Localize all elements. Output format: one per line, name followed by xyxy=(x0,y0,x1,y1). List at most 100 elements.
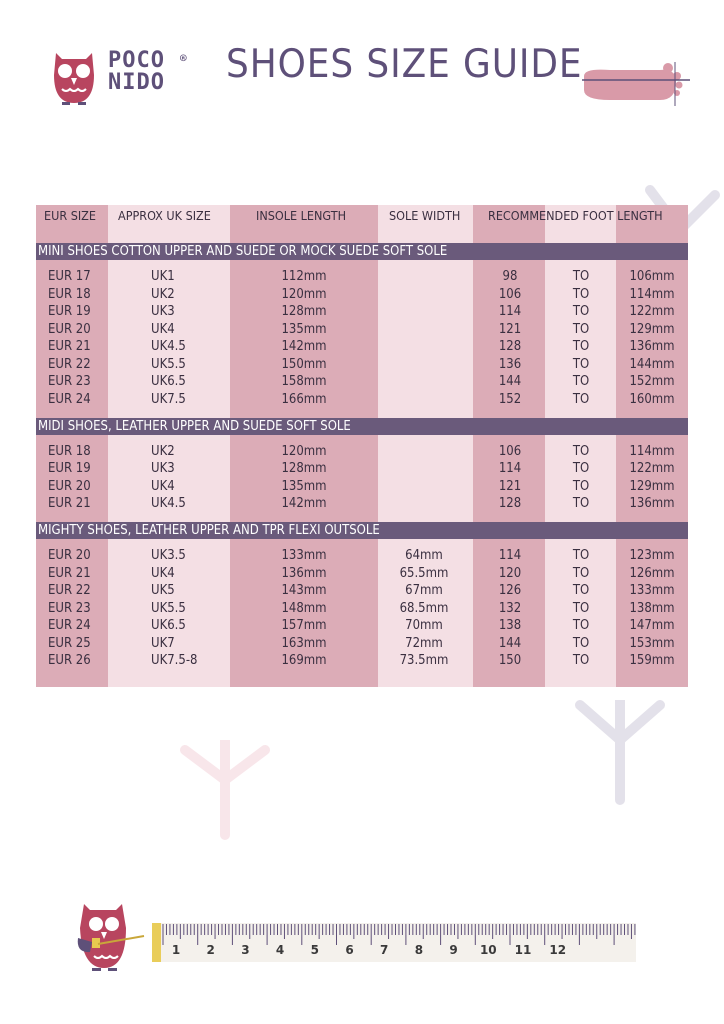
cell-foot-length-from: 126 xyxy=(498,583,522,598)
column-stripe xyxy=(378,205,473,687)
cell-foot-length-to: 129mm xyxy=(629,478,675,494)
table-row: EUR 23 UK5.5 148mm 68.5mm 132 TO 138mm xyxy=(36,600,688,618)
cell-uk-size: UK3 xyxy=(151,304,175,319)
cell-insole-length: 142mm xyxy=(281,339,327,354)
cell-foot-length-to: 133mm xyxy=(629,583,675,598)
column-stripe xyxy=(545,205,616,687)
cell-sole-width: 70mm xyxy=(405,618,443,633)
header-foot-length: RECOMMENDED FOOT LENGTH xyxy=(488,208,663,223)
cell-foot-length-from: 121 xyxy=(498,478,522,494)
cell-insole-length: 150mm xyxy=(281,356,327,372)
column-stripe xyxy=(230,205,378,687)
table-row: EUR 26 UK7.5-8 169mm 73.5mm 150 TO 159mm xyxy=(36,652,688,670)
cell-foot-length-from: 106 xyxy=(498,286,522,302)
cell-sole-width: 68.5mm xyxy=(399,600,449,616)
cell-foot-length-to: 144mm xyxy=(629,356,675,372)
table-row: EUR 22 UK5.5 150mm 136 TO 144mm xyxy=(36,356,688,374)
cell-foot-length-to: 152mm xyxy=(629,374,675,389)
owl-measuring-tape-icon xyxy=(77,904,145,971)
cell-foot-length-from: 98 xyxy=(502,269,518,284)
cell-to-label: TO xyxy=(572,356,590,372)
table-row: EUR 21 UK4.5 142mm 128 TO 136mm xyxy=(36,495,688,513)
cell-foot-length-from: 128 xyxy=(498,496,522,511)
table-row: EUR 21 UK4.5 142mm 128 TO 136mm xyxy=(36,338,688,356)
cell-insole-length: 158mm xyxy=(281,374,327,389)
tape-number: 3 xyxy=(241,943,249,957)
cell-insole-length: 169mm xyxy=(281,653,327,668)
tape-number: 1 xyxy=(172,943,180,957)
cell-sole-width: 65.5mm xyxy=(399,565,449,581)
cell-to-label: TO xyxy=(572,548,590,563)
cell-insole-length: 120mm xyxy=(281,286,327,302)
tape-number: 11 xyxy=(515,943,532,957)
table-row: EUR 24 UK7.5 166mm 152 TO 160mm xyxy=(36,391,688,409)
cell-foot-length-to: 114mm xyxy=(629,286,675,302)
column-stripe xyxy=(36,205,108,687)
cell-foot-length-to: 159mm xyxy=(629,653,675,668)
cell-foot-length-to: 122mm xyxy=(629,304,675,319)
cell-foot-length-from: 144 xyxy=(498,635,522,651)
cell-uk-size: UK2 xyxy=(151,443,175,459)
cell-foot-length-to: 153mm xyxy=(629,635,675,651)
cell-eur-size: EUR 19 xyxy=(48,304,91,319)
header-insole-length: INSOLE LENGTH xyxy=(256,208,347,223)
cell-sole-width: 64mm xyxy=(405,548,443,563)
cell-insole-length: 112mm xyxy=(281,269,327,284)
cell-eur-size: EUR 21 xyxy=(48,496,91,511)
cell-foot-length-to: 147mm xyxy=(629,618,675,633)
cell-eur-size: EUR 24 xyxy=(48,618,91,633)
cell-to-label: TO xyxy=(572,565,590,581)
cell-uk-size: UK6.5 xyxy=(151,374,186,389)
registered-mark: ® xyxy=(180,52,188,65)
cell-to-label: TO xyxy=(572,461,590,476)
cell-eur-size: EUR 25 xyxy=(48,635,91,651)
brand-logo: POCO NIDO ® xyxy=(108,48,187,94)
cell-to-label: TO xyxy=(572,374,590,389)
cell-to-label: TO xyxy=(572,269,590,284)
cell-foot-length-from: 128 xyxy=(498,339,522,354)
tape-number: 10 xyxy=(480,943,497,957)
tape-number: 8 xyxy=(415,943,423,957)
brand-line-1: POCO xyxy=(108,48,165,73)
cell-foot-length-to: 160mm xyxy=(629,391,675,407)
owl-logo-icon xyxy=(54,53,94,105)
cell-foot-length-to: 122mm xyxy=(629,461,675,476)
cell-eur-size: EUR 17 xyxy=(48,269,91,284)
cell-uk-size: UK4 xyxy=(151,321,175,337)
cell-eur-size: EUR 18 xyxy=(48,286,91,302)
cell-foot-length-to: 138mm xyxy=(629,600,675,616)
cell-insole-length: 163mm xyxy=(281,635,327,651)
cell-eur-size: EUR 20 xyxy=(48,478,91,494)
cell-uk-size: UK4 xyxy=(151,565,175,581)
tape-number: 5 xyxy=(311,943,319,957)
cell-foot-length-to: 136mm xyxy=(629,339,675,354)
cell-uk-size: UK3.5 xyxy=(151,548,186,563)
cell-foot-length-to: 114mm xyxy=(629,443,675,459)
measuring-tape: 1 2 3 4 5 6 7 8 9 10 11 12 xyxy=(152,923,636,962)
bird-track-icon xyxy=(575,700,665,805)
cell-uk-size: UK5.5 xyxy=(151,600,186,616)
cell-insole-length: 128mm xyxy=(281,461,327,476)
cell-eur-size: EUR 22 xyxy=(48,583,91,598)
cell-insole-length: 133mm xyxy=(281,548,327,563)
bird-track-icon xyxy=(180,740,270,840)
size-table: EUR SIZE APPROX UK SIZE INSOLE LENGTH SO… xyxy=(36,205,688,687)
cell-foot-length-from: 144 xyxy=(498,374,522,389)
cell-to-label: TO xyxy=(572,635,590,651)
section-band: MIDI SHOES, LEATHER UPPER AND SUEDE SOFT… xyxy=(36,418,688,435)
cell-foot-length-from: 114 xyxy=(498,548,522,563)
cell-eur-size: EUR 24 xyxy=(48,391,91,407)
cell-eur-size: EUR 18 xyxy=(48,443,91,459)
tape-number: 2 xyxy=(207,943,215,957)
cell-to-label: TO xyxy=(572,653,590,668)
foot-ruler-icon xyxy=(582,62,690,106)
cell-foot-length-to: 106mm xyxy=(629,269,675,284)
column-stripe xyxy=(473,205,545,687)
cell-eur-size: EUR 20 xyxy=(48,321,91,337)
cell-uk-size: UK4.5 xyxy=(151,339,186,354)
cell-eur-size: EUR 21 xyxy=(48,565,91,581)
cell-insole-length: 128mm xyxy=(281,304,327,319)
cell-to-label: TO xyxy=(572,496,590,511)
cell-foot-length-from: 120 xyxy=(498,565,522,581)
cell-eur-size: EUR 20 xyxy=(48,548,91,563)
